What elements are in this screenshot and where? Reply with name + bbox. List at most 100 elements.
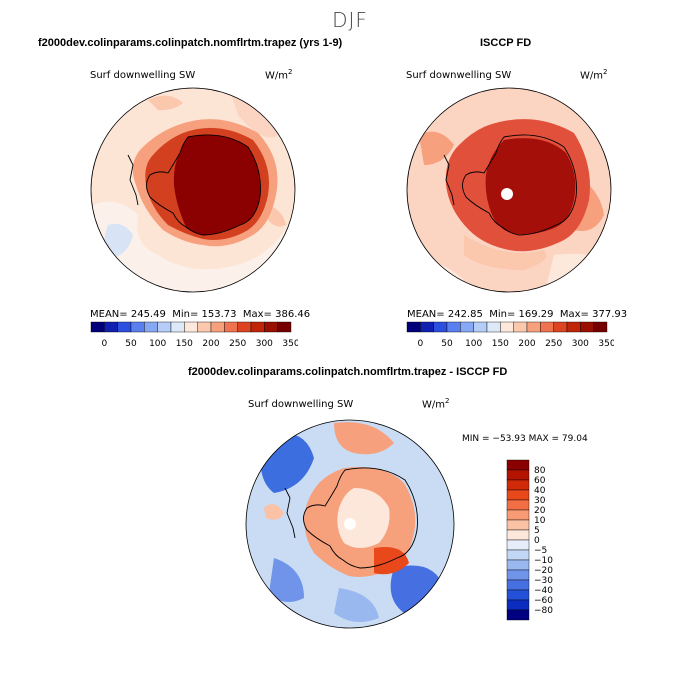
colorbar-swatch bbox=[506, 569, 530, 581]
colorbar-swatch bbox=[553, 321, 568, 333]
difference-units: W/m2 bbox=[422, 397, 450, 411]
colorbar-tick-label: 200 bbox=[518, 339, 535, 349]
colorbar-swatch bbox=[224, 321, 238, 333]
coastline bbox=[284, 467, 418, 569]
orange-patch bbox=[148, 95, 183, 111]
colorbar-swatch bbox=[506, 579, 530, 591]
pole-missing-data bbox=[501, 188, 513, 200]
colorbar-tick-label: 250 bbox=[229, 339, 246, 349]
colorbar-swatch bbox=[90, 321, 105, 333]
panel-2-map bbox=[406, 87, 612, 293]
colorbar-tick-label: −40 bbox=[534, 586, 553, 596]
panel-2-variable: Surf downwelling SW bbox=[406, 70, 512, 81]
colorbar-swatch bbox=[420, 321, 434, 333]
colorbar-tick-label: 30 bbox=[534, 496, 546, 506]
colorbar-swatch bbox=[460, 321, 474, 333]
outer-pale-band bbox=[544, 253, 611, 292]
page-title: DJF bbox=[332, 8, 368, 32]
panel-2-units: W/m2 bbox=[580, 68, 608, 82]
colorbar-swatch bbox=[526, 321, 541, 333]
colorbar-swatch bbox=[506, 499, 530, 511]
orange-patch bbox=[268, 205, 286, 227]
colorbar-swatch bbox=[473, 321, 488, 333]
colorbar-tick-label: 20 bbox=[534, 506, 546, 516]
colorbar-tick-label: 0 bbox=[534, 536, 540, 546]
colorbar-swatch bbox=[446, 321, 461, 333]
colorbar-tick-label: 0 bbox=[101, 339, 107, 349]
colorbar-tick-label: 200 bbox=[202, 339, 219, 349]
colorbar-swatch bbox=[506, 459, 530, 471]
colorbar-swatch bbox=[593, 321, 608, 333]
orange-patch bbox=[464, 235, 547, 270]
colorbar-tick-label: 80 bbox=[534, 466, 546, 476]
difference-map bbox=[245, 419, 455, 629]
panel-1-stats: MEAN= 245.49 Min= 153.73 Max= 386.46 bbox=[90, 309, 311, 320]
panel-1-units: W/m2 bbox=[265, 68, 293, 82]
colorbar-swatch bbox=[170, 321, 185, 333]
colorbar-tick-label: 5 bbox=[534, 526, 540, 536]
colorbar-tick-label: 150 bbox=[176, 339, 193, 349]
coastline bbox=[443, 134, 577, 236]
colorbar-swatch bbox=[157, 321, 172, 333]
colorbar-tick-label: 300 bbox=[572, 339, 589, 349]
colorbar-swatch bbox=[433, 321, 448, 333]
pole-missing-data bbox=[344, 518, 356, 530]
negative-patch bbox=[334, 588, 379, 622]
colorbar-swatch bbox=[144, 321, 158, 333]
colorbar-swatch bbox=[506, 589, 530, 601]
panel-2-colorbar: 0 50 100 150 200 250 300 350 bbox=[406, 321, 614, 349]
colorbar-tick-label: −80 bbox=[534, 606, 553, 616]
colorbar-swatch bbox=[104, 321, 118, 333]
colorbar-swatch bbox=[197, 321, 212, 333]
colorbar-swatch bbox=[506, 529, 530, 541]
map-boundary bbox=[245, 419, 455, 629]
colorbar-tick-label: 100 bbox=[149, 339, 166, 349]
colorbar-swatch bbox=[506, 599, 530, 611]
panel-2-stats: MEAN= 242.85 Min= 169.29 Max= 377.93 bbox=[407, 309, 628, 320]
blue-patch bbox=[104, 223, 133, 257]
outer-pale-band bbox=[91, 201, 295, 292]
colorbar-swatch bbox=[566, 321, 581, 333]
colorbar-tick-label: 350 bbox=[598, 339, 614, 349]
colorbar-tick-label: 100 bbox=[465, 339, 482, 349]
positive-patch bbox=[264, 504, 284, 520]
antarctica-interior bbox=[337, 488, 390, 548]
colorbar-swatch bbox=[506, 509, 530, 521]
colorbar-swatch bbox=[580, 321, 594, 333]
panel-2-title: ISCCP FD bbox=[480, 37, 532, 49]
difference-variable: Surf downwelling SW bbox=[248, 399, 354, 410]
colorbar-tick-label: 40 bbox=[534, 486, 546, 496]
colorbar-swatch bbox=[500, 321, 514, 333]
colorbar-swatch bbox=[506, 559, 530, 571]
colorbar-swatch bbox=[264, 321, 278, 333]
colorbar-tick-label: 300 bbox=[256, 339, 273, 349]
colorbar-swatch bbox=[406, 321, 421, 333]
positive-patch bbox=[334, 422, 394, 455]
colorbar-tick-label: −60 bbox=[534, 596, 553, 606]
colorbar-tick-label: 0 bbox=[417, 339, 423, 349]
colorbar-swatch bbox=[506, 469, 530, 481]
colorbar-swatch bbox=[506, 609, 530, 621]
colorbar-tick-label: −20 bbox=[534, 566, 553, 576]
map-boundary bbox=[90, 87, 296, 293]
colorbar-swatch bbox=[506, 549, 530, 561]
colorbar-tick-label: 150 bbox=[492, 339, 509, 349]
panel-1-variable: Surf downwelling SW bbox=[90, 70, 196, 81]
colorbar-swatch bbox=[506, 489, 530, 501]
colorbar-swatch bbox=[277, 321, 292, 333]
colorbar-tick-label: −10 bbox=[534, 556, 553, 566]
colorbar-tick-label: 350 bbox=[282, 339, 298, 349]
colorbar-swatch bbox=[210, 321, 225, 333]
colorbar-tick-label: 50 bbox=[441, 339, 453, 349]
colorbar-swatch bbox=[513, 321, 528, 333]
panel-1-map bbox=[90, 87, 296, 293]
colorbar-swatch bbox=[250, 321, 265, 333]
colorbar-swatch bbox=[117, 321, 132, 333]
difference-stats: MIN = −53.93 MAX = 79.04 bbox=[462, 434, 588, 444]
colorbar-swatch bbox=[506, 519, 530, 531]
colorbar-tick-label: −5 bbox=[534, 546, 547, 556]
negative-patch bbox=[269, 558, 304, 602]
colorbar-swatch bbox=[540, 321, 554, 333]
colorbar-swatch bbox=[130, 321, 145, 333]
